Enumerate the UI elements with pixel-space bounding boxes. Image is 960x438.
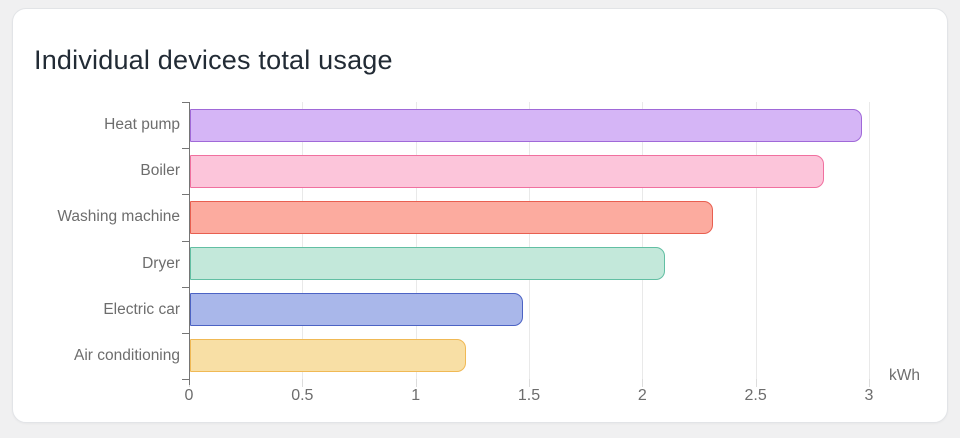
x-axis-tick (642, 379, 644, 387)
x-axis-tick-label: 0.5 (291, 387, 314, 404)
gridline (642, 102, 644, 379)
gridline (415, 102, 417, 379)
chart-row: Electric car (103, 287, 869, 333)
y-axis-line (189, 102, 190, 385)
plot-area: Heat pump Boiler Washing machine Dryer Elect… (57, 102, 873, 404)
gridline (302, 102, 304, 379)
chart-title: Individual devices total usage (34, 45, 393, 75)
bar-air-conditioning[interactable] (190, 339, 467, 373)
x-axis-tick-label: 0 (184, 387, 194, 404)
bar-electric-car[interactable] (190, 293, 523, 327)
chart-row: Air conditioning (74, 333, 869, 379)
category-label: Boiler (140, 162, 180, 180)
x-axis-tick (302, 379, 304, 387)
bar-boiler[interactable] (190, 154, 824, 188)
category-label: Electric car (103, 300, 180, 318)
x-axis-tick-label: 2 (637, 387, 647, 404)
x-axis-tick (869, 379, 870, 387)
y-axis-tick (182, 286, 189, 288)
category-label: Air conditioning (74, 346, 180, 364)
y-axis-tick (182, 194, 189, 196)
bar-dryer[interactable] (190, 247, 666, 281)
x-axis-unit-label: kWh (889, 367, 920, 384)
bar-rows: Heat pump Boiler Washing machine Dryer Elect… (57, 102, 869, 379)
x-axis-tick-label: 3 (864, 387, 874, 404)
x-axis-tick-label: 2.5 (744, 387, 767, 404)
gridline (869, 102, 870, 379)
gridline (755, 102, 757, 379)
y-axis-tick (182, 240, 189, 242)
category-label: Heat pump (104, 116, 180, 134)
chart-card: Individual devices total usage Heat pump… (12, 8, 948, 423)
x-axis-tick (529, 379, 530, 387)
bar-washing-machine[interactable] (190, 200, 713, 234)
gridline (529, 102, 530, 379)
y-axis-tick (182, 148, 189, 150)
chart-row: Washing machine (57, 194, 869, 240)
y-axis-tick (182, 102, 189, 103)
category-label: Dryer (142, 254, 180, 272)
x-axis-tick (415, 379, 417, 387)
y-axis-tick (182, 379, 189, 380)
x-axis-tick (755, 379, 757, 387)
x-axis-tick-label: 1 (411, 387, 421, 404)
chart-row: Dryer (142, 241, 869, 287)
chart-row: Heat pump (104, 102, 869, 148)
y-axis-tick (182, 332, 189, 334)
bar-heat-pump[interactable] (190, 108, 863, 142)
category-label: Washing machine (57, 208, 180, 226)
x-axis-tick-label: 1.5 (517, 387, 541, 404)
chart-row: Boiler (140, 148, 869, 194)
